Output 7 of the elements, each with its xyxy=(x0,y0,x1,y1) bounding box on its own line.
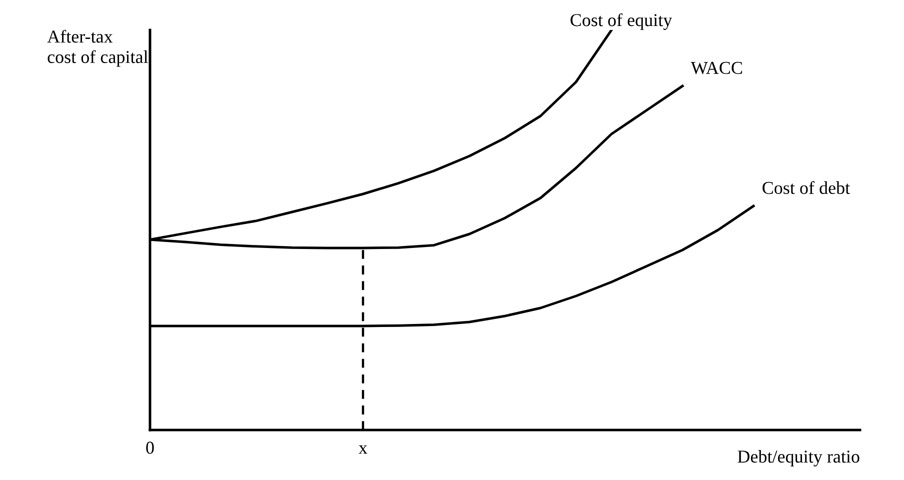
x-tick-label: x xyxy=(358,445,368,454)
x-axis-title: Debt/equity ratio xyxy=(738,450,860,466)
series-label: Cost of equity xyxy=(570,13,672,30)
series-label: Cost of debt xyxy=(762,181,850,194)
x-tick-label: 0 xyxy=(146,442,154,454)
series-label: WACC xyxy=(690,62,742,74)
y-axis-title: After-tax cost of capital xyxy=(47,30,148,67)
